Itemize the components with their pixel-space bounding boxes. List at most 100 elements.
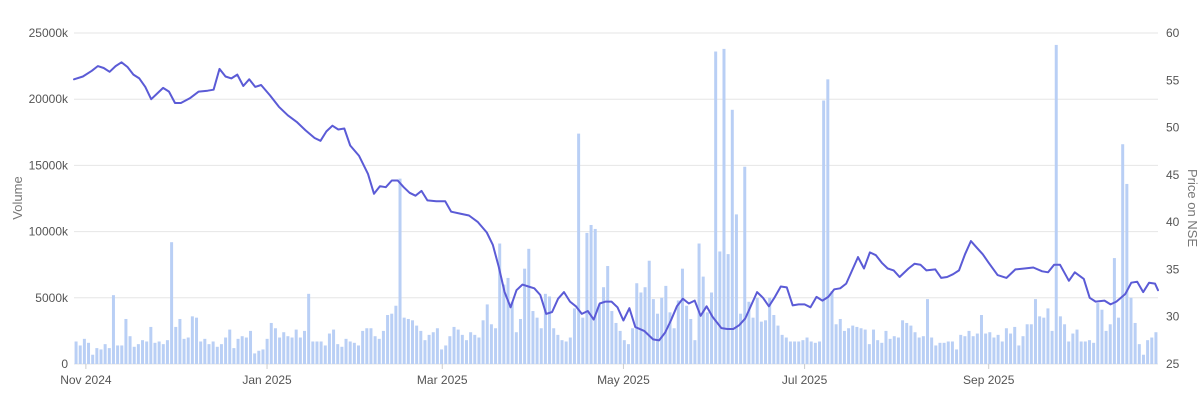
volume-bar	[506, 277, 510, 364]
volume-bar	[905, 322, 909, 364]
volume-bar	[190, 316, 194, 364]
volume-bar	[938, 342, 942, 364]
volume-bar	[809, 341, 813, 364]
volume-bar	[560, 340, 564, 364]
volume-bar	[680, 268, 684, 364]
volume-bar	[1000, 341, 1004, 364]
volume-bar	[452, 326, 456, 364]
volume-bar	[1075, 329, 1079, 364]
date-axis-ticks: Nov 2024 Jan 2025 Mar 2025 May 2025 Jul 2025…	[60, 364, 1015, 387]
volume-bar	[996, 334, 1000, 364]
volume-bar	[157, 341, 161, 364]
x-tick-label: Jul 2025	[782, 373, 828, 387]
volume-bar	[851, 325, 855, 364]
volume-bar	[859, 328, 863, 364]
volume-bar	[1079, 341, 1083, 364]
volume-bar	[772, 315, 776, 364]
volume-bar	[91, 354, 95, 364]
volume-bar	[298, 337, 302, 364]
volume-bar	[818, 341, 821, 364]
volume-bar	[730, 109, 734, 364]
volume-bar	[606, 266, 610, 364]
volume-bar	[444, 345, 448, 364]
volume-bar	[1017, 345, 1021, 364]
volume-bar	[1154, 332, 1158, 364]
volume-bar	[518, 318, 522, 364]
volume-tick-label: 25000k	[29, 26, 69, 40]
volume-bar	[876, 340, 880, 364]
volume-bar	[269, 322, 273, 364]
volume-bar	[369, 328, 373, 364]
volume-bar	[826, 79, 830, 364]
volume-bar	[473, 334, 477, 364]
volume-bar	[265, 338, 269, 364]
volume-bar	[689, 318, 693, 364]
price-axis-ticks: 25 30 35 40 45 50 55 60	[1166, 26, 1180, 371]
volume-bar	[539, 328, 543, 364]
volume-bar	[1025, 324, 1029, 364]
volume-axis-title: Volume	[10, 176, 25, 219]
volume-bars	[74, 44, 1158, 365]
volume-bar	[784, 337, 788, 364]
volume-bar	[199, 341, 203, 364]
volume-bar	[1141, 354, 1145, 364]
volume-bar	[946, 341, 950, 364]
volume-bar	[888, 338, 892, 364]
volume-bar	[124, 318, 128, 364]
volume-bar	[743, 166, 747, 364]
volume-bar	[710, 292, 714, 364]
volume-bar	[215, 346, 219, 364]
volume-bar	[955, 349, 959, 364]
volume-bar	[348, 341, 352, 364]
volume-bar	[934, 345, 938, 364]
volume-bar	[141, 340, 145, 364]
volume-bar	[431, 332, 435, 364]
volume-tick-label: 0	[61, 357, 68, 371]
price-tick-label: 60	[1166, 26, 1180, 40]
volume-bar	[323, 345, 327, 364]
volume-bar	[822, 100, 826, 365]
volume-bar	[531, 311, 535, 364]
volume-bar	[1071, 333, 1075, 364]
volume-bar	[485, 304, 489, 364]
volume-bar	[1029, 324, 1033, 364]
volume-bar	[448, 336, 452, 364]
volume-bar	[74, 341, 78, 364]
volume-bar	[419, 330, 423, 364]
volume-bar	[178, 318, 182, 364]
volume-bar	[406, 318, 410, 364]
volume-bar	[340, 346, 344, 364]
volume-bar	[759, 321, 763, 364]
volume-bar	[556, 334, 560, 364]
volume-bar	[336, 344, 340, 364]
volume-bar	[186, 337, 190, 364]
volume-bar	[523, 268, 527, 364]
volume-bar	[182, 338, 186, 364]
volume-bar	[971, 336, 975, 364]
volume-bar	[1104, 330, 1108, 364]
volume-bar	[896, 337, 900, 364]
volume-bar	[714, 51, 718, 364]
volume-bar	[161, 344, 165, 364]
volume-bar	[1009, 333, 1013, 364]
volume-bar	[618, 330, 622, 364]
volume-bar	[423, 340, 427, 364]
volume-bar	[672, 328, 676, 364]
volume-bar	[361, 330, 365, 364]
volume-bar	[984, 333, 988, 364]
volume-bar	[1083, 341, 1087, 364]
volume-bar	[589, 224, 593, 364]
volume-bar	[282, 332, 286, 364]
volume-bar	[718, 251, 722, 364]
volume-bar	[1004, 328, 1008, 364]
volume-bar	[1087, 340, 1091, 364]
price-tick-label: 40	[1166, 215, 1180, 229]
volume-bar	[290, 337, 294, 364]
volume-bar	[830, 291, 834, 364]
volume-bar	[1046, 308, 1050, 364]
volume-bar	[685, 305, 689, 364]
volume-bar	[572, 308, 576, 364]
volume-bar	[872, 329, 875, 364]
volume-bar	[805, 337, 809, 364]
